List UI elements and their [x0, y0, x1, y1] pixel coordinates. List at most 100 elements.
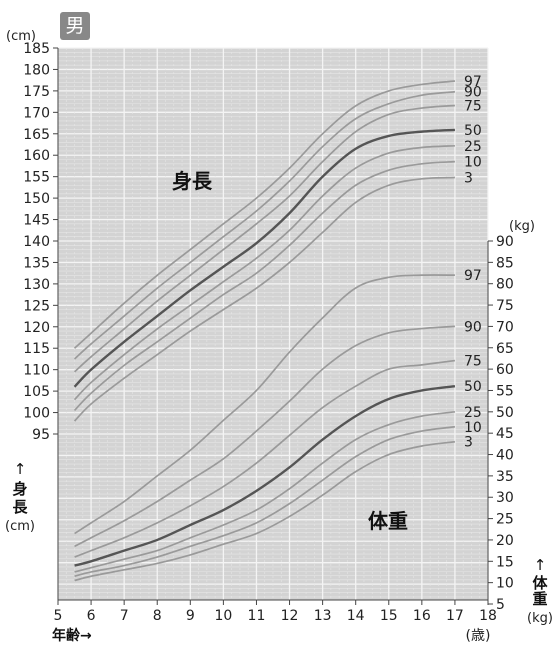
- height-tick-label: 180: [23, 62, 50, 78]
- height-tick-label: 185: [23, 41, 50, 57]
- height-percentile-label: 90: [464, 85, 482, 101]
- weight-tick-label: 5: [496, 597, 505, 613]
- weight-tick-label: 80: [496, 277, 514, 293]
- weight-series-25-line: [74, 410, 456, 573]
- weight-percentile-label: 10: [464, 420, 482, 436]
- height-tick-label: 165: [23, 127, 50, 143]
- weight-axis-char: 重: [532, 590, 547, 608]
- height-series-3-line: [73, 176, 455, 422]
- height-percentile-label: 25: [464, 139, 482, 155]
- weight-percentile-label: 75: [464, 354, 482, 370]
- weight-percentile-label: 25: [464, 405, 482, 421]
- height-series-25-line: [73, 144, 455, 401]
- height-tick-label: 155: [23, 170, 50, 186]
- height-axis-char: 身: [12, 480, 27, 498]
- height-tick-label: 110: [23, 363, 50, 379]
- age-tick-label: 8: [153, 608, 162, 624]
- height-axis-arrow: ↑: [14, 460, 27, 478]
- weight-series-10-line: [74, 425, 456, 578]
- weight-axis-char: 体: [532, 574, 548, 592]
- weight-tick-label: 25: [496, 512, 514, 528]
- weight-series-90-line: [74, 325, 455, 548]
- height-tick-label: 120: [23, 320, 50, 336]
- height-tick-label: 170: [23, 105, 50, 121]
- badge: 男: [60, 12, 90, 40]
- height-percentile-label: 50: [464, 123, 482, 139]
- height-series-50-line: [73, 128, 455, 388]
- weight-axis-arrow: ↑: [534, 556, 547, 574]
- height-series-10-line: [73, 160, 455, 411]
- height-section-label: 身長: [172, 169, 213, 193]
- height-series: [73, 80, 456, 422]
- height-series-75-line: [73, 104, 455, 373]
- height-series-90-line: [73, 90, 456, 360]
- weight-series-3-line: [74, 440, 456, 582]
- age-tick-label: 10: [214, 608, 232, 624]
- weight-tick-label: 65: [496, 341, 514, 357]
- height-tick-label: 115: [23, 341, 50, 357]
- height-tick-label: 160: [23, 148, 50, 164]
- weight-tick-label: 75: [496, 298, 514, 314]
- height-percentile-label: 10: [464, 155, 482, 171]
- age-tick-label: 7: [120, 608, 129, 624]
- grid: [57, 47, 489, 600]
- age-tick-label: 16: [413, 608, 431, 624]
- age-axis: 5 6 7 8 9 10 11 12 13 14 15 16 17 18 年齢→ (歳): [52, 599, 497, 644]
- weight-series: [74, 274, 456, 582]
- height-tick-label: 135: [23, 255, 50, 271]
- height-tick-label: 125: [23, 298, 50, 314]
- height-tick-label: 140: [23, 234, 50, 250]
- weight-series-97-line: [74, 274, 455, 535]
- badge-box: [60, 12, 90, 40]
- weight-percentile-label: 3: [464, 435, 473, 451]
- age-tick-label: 11: [248, 608, 266, 624]
- height-tick-label: 100: [23, 406, 50, 422]
- weight-tick-label: 10: [496, 576, 514, 592]
- height-percentile-label: 3: [464, 171, 473, 187]
- weight-tick-label: 45: [496, 426, 514, 442]
- weight-tick-label: 70: [496, 319, 514, 335]
- age-tick-label: 18: [479, 608, 497, 624]
- weight-tick-label: 15: [496, 554, 514, 570]
- weight-tick-label: 50: [496, 405, 514, 421]
- age-tick-label: 15: [380, 608, 398, 624]
- weight-percentile-label: 50: [464, 379, 482, 395]
- age-tick-label: 12: [281, 608, 299, 624]
- height-percentile-label: 75: [464, 98, 482, 114]
- age-axis-label: 年齢→: [52, 627, 92, 644]
- age-tick-label: 14: [347, 608, 365, 624]
- age-tick-label: 6: [87, 608, 96, 624]
- weight-section-label: 体重: [368, 509, 408, 533]
- age-axis-unit: (歳): [466, 628, 491, 644]
- weight-tick-label: 90: [496, 234, 514, 250]
- height-tick-label: 105: [23, 384, 50, 400]
- weight-series-75-line: [74, 359, 456, 558]
- height-percentile-label: 97: [464, 74, 482, 90]
- height-tick-label: 150: [23, 191, 50, 207]
- weight-tick-label: 35: [496, 469, 514, 485]
- age-tick-label: 5: [54, 608, 63, 624]
- weight-series-50-line: [74, 385, 456, 567]
- weight-tick-label: 55: [496, 383, 514, 399]
- weight-unit-label: (kg): [509, 219, 535, 234]
- weight-tick-label: 85: [496, 255, 514, 271]
- badge-label: 男: [65, 15, 84, 37]
- weight-tick-label: 20: [496, 533, 514, 549]
- weight-axis-unit: (kg): [527, 611, 553, 626]
- height-tick-label: 145: [23, 213, 50, 229]
- weight-percentile-label: 97: [464, 268, 482, 284]
- height-tick-label: 95: [32, 427, 50, 443]
- height-axis-unit: (cm): [5, 519, 35, 534]
- height-axis-char: 長: [12, 498, 28, 516]
- age-tick-label: 17: [446, 608, 464, 624]
- height-axis: (cm) 95 100 105 110 115 120 125 130 135 140 145 150 1…: [5, 29, 59, 600]
- height-tick-label: 175: [23, 84, 50, 100]
- height-series-97-line: [73, 80, 456, 349]
- height-tick-label: 130: [23, 277, 50, 293]
- height-unit-label: (cm): [6, 29, 36, 44]
- weight-tick-label: 40: [496, 448, 514, 464]
- weight-tick-label: 30: [496, 490, 514, 506]
- weight-percentile-label: 90: [464, 319, 482, 335]
